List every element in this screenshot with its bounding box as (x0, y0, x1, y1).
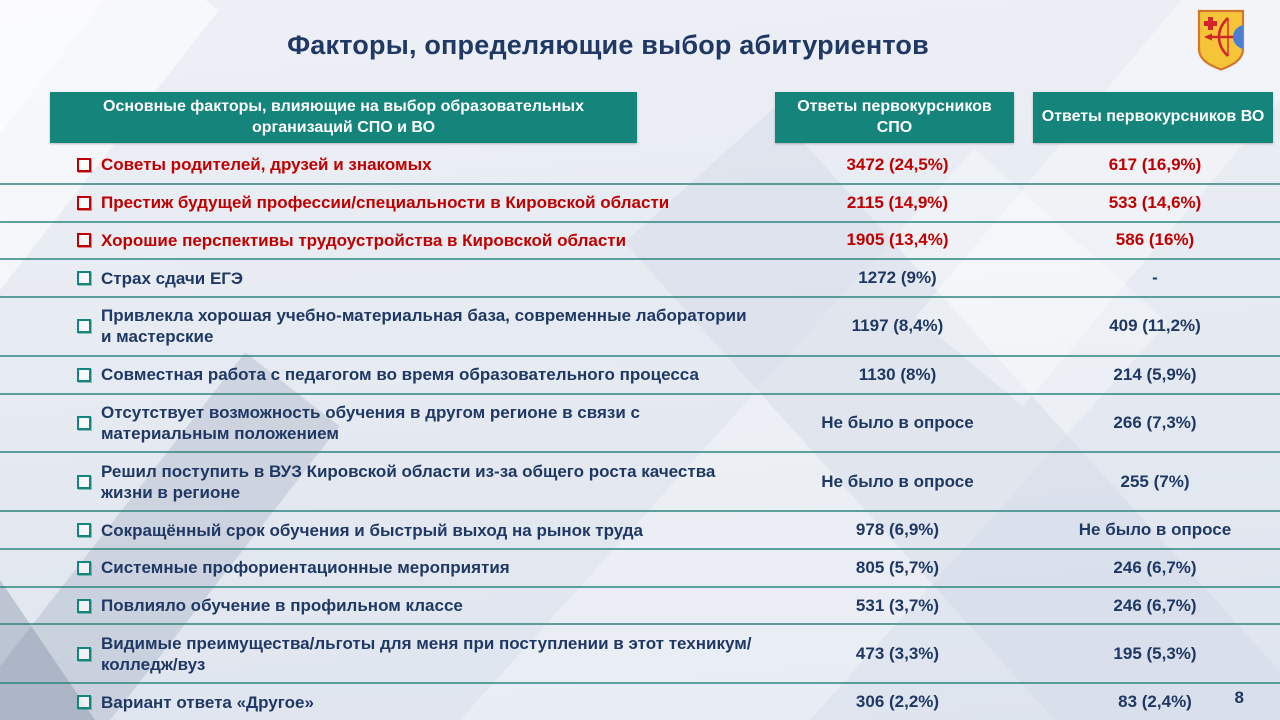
factor-label: Повлияло обучение в профильном классе (101, 596, 463, 616)
vo-value: 246 (6,7%) (1113, 595, 1197, 615)
vo-value: 83 (2,4%) (1118, 692, 1192, 712)
spo-value: 1905 (13,4%) (846, 230, 949, 250)
checkbox-bullet-icon (77, 598, 91, 613)
checkbox-bullet-icon (77, 367, 91, 382)
spo-value: Не было в опросе (821, 412, 974, 432)
vo-value: 246 (6,7%) (1113, 557, 1197, 577)
header-spo-answers: Ответы первокурсников СПО (775, 92, 1014, 143)
checkbox-bullet-icon (77, 560, 91, 575)
table-row: Вариант ответа «Другое» 306 (2,2%) 83 (2… (0, 684, 1280, 720)
factor-label: Совместная работа с педагогом во время о… (101, 365, 699, 385)
spo-value: 805 (5,7%) (855, 557, 940, 577)
table-row: Хорошие перспективы трудоустройства в Ки… (0, 223, 1280, 261)
table-row: Решил поступить в ВУЗ Кировской области … (0, 453, 1280, 513)
vo-value: 409 (11,2%) (1109, 316, 1201, 336)
vo-value: 195 (5,3%) (1113, 643, 1197, 663)
header-vo-answers: Ответы первокурсников ВО (1033, 92, 1273, 143)
vo-value: 586 (16%) (1115, 230, 1195, 250)
factor-label: Решил поступить в ВУЗ Кировской области … (101, 461, 716, 502)
checkbox-bullet-icon (77, 646, 91, 661)
table-row: Повлияло обучение в профильном классе 53… (0, 588, 1280, 626)
spo-value: 2115 (14,9%) (846, 192, 949, 212)
factor-label: Системные профориентационные мероприятия (101, 558, 510, 578)
vo-value: Не было в опросе (1078, 520, 1232, 539)
checkbox-bullet-icon (77, 695, 91, 710)
checkbox-bullet-icon (77, 195, 91, 210)
checkbox-bullet-icon (77, 319, 91, 334)
factors-table: Советы родителей, друзей и знакомых 3472… (0, 147, 1280, 720)
factor-label: Страх сдачи ЕГЭ (101, 268, 244, 288)
table-row: Совместная работа с педагогом во время о… (0, 357, 1280, 395)
kirov-coat-of-arms-icon (1197, 9, 1245, 71)
checkbox-bullet-icon (77, 157, 91, 172)
factor-label: Видимые преимущества/льготы для меня при… (101, 633, 752, 674)
table-row: Отсутствует возможность обучения в друго… (0, 395, 1280, 454)
table-row: Видимые преимущества/льготы для меня при… (0, 625, 1280, 685)
spo-value: 473 (3,3%) (855, 643, 940, 663)
table-row: Советы родителей, друзей и знакомых 3472… (0, 147, 1280, 185)
spo-value: 978 (6,9%) (855, 520, 940, 539)
table-row: Престиж будущей профессии/специальности … (0, 185, 1280, 223)
table-row: Страх сдачи ЕГЭ 1272 (9%) - (0, 260, 1280, 299)
vo-value: 533 (14,6%) (1108, 192, 1202, 212)
spo-value: 531 (3,7%) (855, 595, 940, 615)
factor-label: Отсутствует возможность обучения в друго… (101, 402, 640, 443)
vo-value: 214 (5,9%) (1113, 364, 1197, 384)
table-row: Привлекла хорошая учебно-материальная ба… (0, 298, 1280, 357)
header-factors: Основные факторы, влияющие на выбор обра… (50, 92, 637, 143)
checkbox-bullet-icon (77, 523, 91, 537)
spo-value: 306 (2,2%) (855, 692, 940, 712)
spo-value: 3472 (24,5%) (846, 154, 949, 174)
spo-value: 1130 (8%) (858, 364, 937, 384)
page-title: Факторы, определяющие выбор абитуриентов (287, 30, 929, 60)
factor-label: Привлекла хорошая учебно-материальная ба… (101, 306, 747, 347)
vo-value: - (1152, 268, 1158, 288)
factor-label: Сокращённый срок обучения и быстрый выхо… (101, 520, 644, 540)
table-row: Сокращённый срок обучения и быстрый выхо… (0, 512, 1280, 550)
factor-label: Вариант ответа «Другое» (101, 692, 314, 712)
checkbox-bullet-icon (77, 233, 91, 248)
checkbox-bullet-icon (77, 271, 91, 286)
vo-value: 266 (7,3%) (1113, 412, 1197, 432)
vo-value: 617 (16,9%) (1108, 154, 1202, 174)
spo-value: 1272 (9%) (858, 268, 937, 288)
page-number: 8 (1234, 688, 1244, 707)
spo-value: 1197 (8,4%) (851, 316, 944, 336)
table-row: Системные профориентационные мероприятия… (0, 550, 1280, 588)
checkbox-bullet-icon (77, 474, 91, 489)
checkbox-bullet-icon (77, 415, 91, 430)
factor-label: Хорошие перспективы трудоустройства в Ки… (101, 230, 627, 250)
vo-value: 255 (7%) (1120, 471, 1190, 491)
factor-label: Советы родителей, друзей и знакомых (101, 155, 432, 175)
factor-label: Престиж будущей профессии/специальности … (101, 193, 670, 213)
spo-value: Не было в опросе (821, 471, 974, 491)
